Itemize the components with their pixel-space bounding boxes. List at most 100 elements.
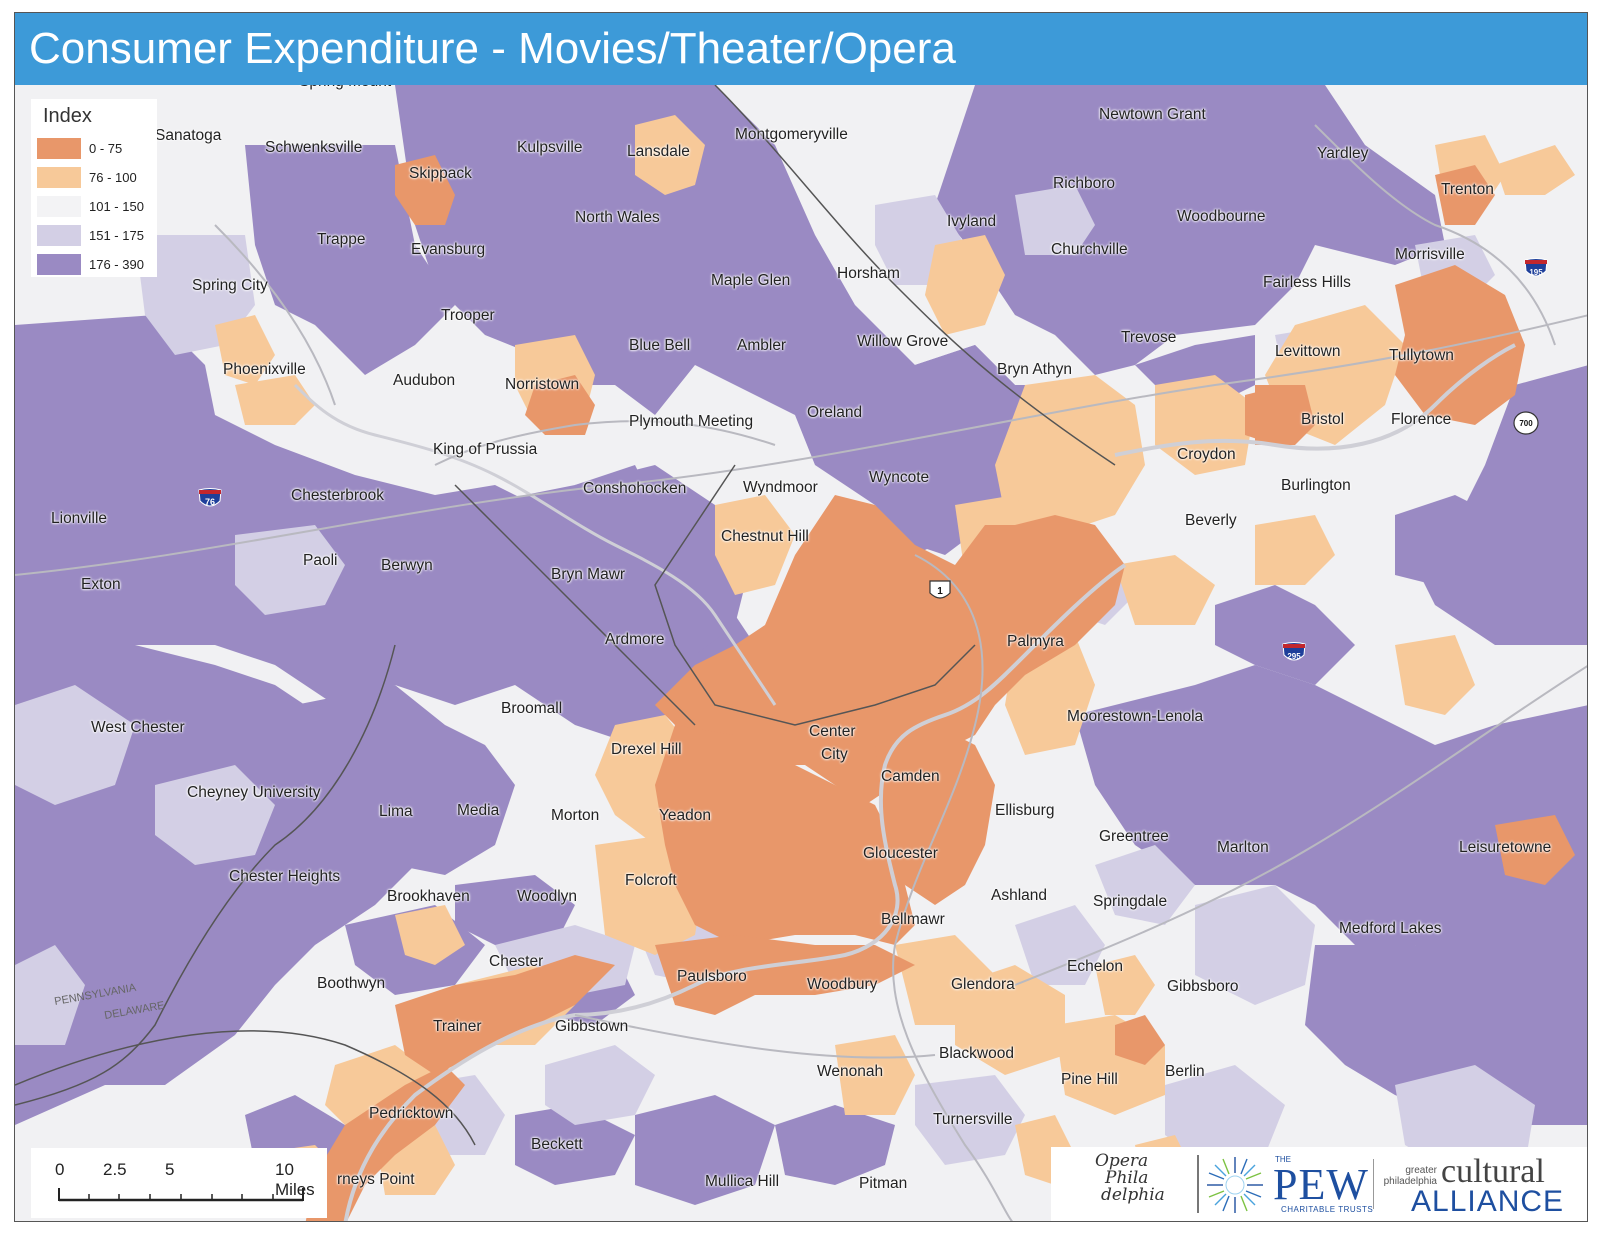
place-label-bristol: Bristol [1301,411,1345,428]
place-label-lima: Lima [379,803,413,820]
scale-label-5: 5 [165,1160,175,1179]
place-label-king-of-prussia: King of Prussia [433,441,538,458]
legend-item: 76 - 100 [37,163,151,192]
place-label-morrisville: Morrisville [1395,246,1465,263]
place-label-bryn-athyn: Bryn Athyn [997,361,1072,378]
place-label-echelon: Echelon [1067,958,1124,975]
place-label-ellisburg: Ellisburg [995,802,1055,819]
place-label-maple-glen: Maple Glen [711,272,791,289]
place-label-ivyland: Ivyland [947,213,997,230]
place-label-gibbsboro: Gibbsboro [1167,978,1239,995]
place-label-bellmawr: Bellmawr [881,911,945,928]
sponsor-logos: Opera Phila delphia [1051,1147,1587,1221]
place-label-marlton: Marlton [1217,839,1269,856]
place-label-churchville: Churchville [1051,241,1128,258]
alliance-small-line: greater [1405,1165,1437,1176]
place-label-glendora: Glendora [951,976,1015,993]
opera-logo-line: Opera [1095,1151,1149,1171]
place-label-ambler: Ambler [737,337,787,354]
place-label-brookhaven: Brookhaven [387,888,470,905]
place-label-beckett: Beckett [531,1136,583,1153]
place-label-audubon: Audubon [393,372,456,389]
logo-divider [1373,1159,1374,1209]
place-label-morton: Morton [551,807,600,824]
place-label-beverly: Beverly [1185,512,1237,529]
place-label-paulsboro: Paulsboro [677,968,747,985]
pew-the-label: THE [1275,1155,1291,1164]
place-label-yeadon: Yeadon [659,807,712,824]
place-label-burlington: Burlington [1281,477,1351,494]
place-label-chester: Chester [489,953,544,970]
place-label-drexel-hill: Drexel Hill [611,741,682,758]
alliance-cultural-word: cultural [1441,1153,1545,1190]
place-label-evansburg: Evansburg [411,241,486,258]
place-label-chester-heights: Chester Heights [229,868,341,885]
place-label-media: Media [457,802,500,819]
legend-swatch [37,225,81,246]
place-label-croydon: Croydon [1177,446,1236,463]
place-label-berlin: Berlin [1165,1063,1205,1080]
place-label-sanatoga: Sanatoga [155,127,222,144]
place-label-woodlyn: Woodlyn [517,888,578,905]
place-label-chestnut-hill: Chestnut Hill [721,528,809,545]
place-label-spring-city: Spring City [192,277,268,294]
opera-logo-line: Phila [1105,1168,1149,1188]
legend-swatch [37,138,81,159]
place-label-horsham: Horsham [837,265,900,282]
place-label-florence: Florence [1391,411,1452,428]
scale-label-10-miles: 10 Miles [275,1160,315,1199]
shield-number: 76 [205,497,215,507]
shield-number: 1 [937,586,943,597]
place-label-trevose: Trevose [1121,329,1177,346]
alliance-wordmark: ALLIANCE [1411,1185,1565,1218]
legend-title: Index [43,105,92,127]
place-label-carneys-point: rneys Point [337,1171,415,1188]
place-label-trappe: Trappe [317,231,366,248]
shield-number: 295 [1287,652,1301,661]
place-label-palmyra: Palmyra [1007,633,1064,650]
alliance-small-line: philadelphia [1383,1176,1437,1187]
legend-swatch [37,196,81,217]
place-label-leisuretowne: Leisuretowne [1459,839,1552,856]
place-label-center: Center [809,723,856,740]
scale-bar: 0 2.5 5 10 Miles [31,1148,327,1218]
map-legend: Index 0 - 75 76 - 100 101 - 150 151 - 17… [31,99,157,277]
place-label-berwyn: Berwyn [381,557,433,574]
place-label-yardley: Yardley [1317,145,1369,162]
place-label-city: City [821,746,848,763]
logo-divider [1197,1155,1199,1213]
place-label-exton: Exton [81,576,121,593]
place-label-boothwyn: Boothwyn [317,975,386,992]
legend-item: 176 - 390 [37,250,151,279]
map-frame: Consumer Expenditure - Movies/Theater/Op… [14,12,1588,1222]
legend-label: 76 - 100 [89,170,137,185]
place-label-trooper: Trooper [441,307,495,324]
place-label-wenonah: Wenonah [817,1063,884,1080]
place-label-gibbstown: Gibbstown [555,1018,629,1035]
alliance-small-text: greater philadelphia [1377,1165,1437,1187]
us-route-1-shield: 1 [929,580,951,599]
place-label-woodbury: Woodbury [807,976,878,993]
place-label-chesterbrook: Chesterbrook [291,487,385,504]
place-label-pine-hill: Pine Hill [1061,1071,1118,1088]
place-label-conshohocken: Conshohocken [583,480,687,497]
place-label-blue-bell: Blue Bell [629,337,691,354]
place-label-phoenixville: Phoenixville [223,361,306,378]
legend-swatch [37,167,81,188]
place-label-kulpsville: Kulpsville [517,139,583,156]
pew-subtitle: CHARITABLE TRUSTS [1281,1205,1374,1214]
opera-philadelphia-logo: Opera Phila delphia [1075,1153,1185,1215]
place-label-oreland: Oreland [807,404,863,421]
legend-item: 0 - 75 [37,134,151,163]
place-label-folcroft: Folcroft [625,872,677,889]
place-label-turnersville: Turnersville [933,1111,1013,1128]
place-label-paoli: Paoli [303,552,338,569]
place-label-levittown: Levittown [1275,343,1341,360]
place-label-blackwood: Blackwood [939,1045,1014,1062]
place-label-mullica-hill: Mullica Hill [705,1173,780,1190]
place-label-trainer: Trainer [433,1018,482,1035]
legend-label: 176 - 390 [89,257,144,272]
legend-label: 0 - 75 [89,141,123,156]
place-label-medford-lakes: Medford Lakes [1339,920,1442,937]
place-label-wyncote: Wyncote [869,469,930,486]
